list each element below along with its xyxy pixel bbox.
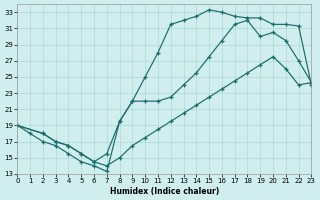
X-axis label: Humidex (Indice chaleur): Humidex (Indice chaleur) [110, 187, 219, 196]
